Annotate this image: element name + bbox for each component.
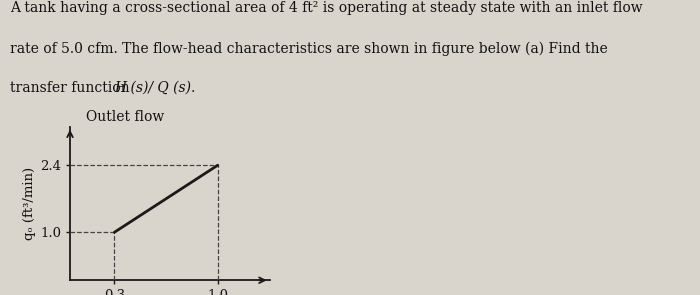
Text: A tank having a cross-sectional area of 4 ft² is operating at steady state with : A tank having a cross-sectional area of … xyxy=(10,1,643,15)
Y-axis label: qₒ (ft³/min): qₒ (ft³/min) xyxy=(23,167,36,240)
Text: rate of 5.0 cfm. The flow-head characteristics are shown in figure below (a) Fin: rate of 5.0 cfm. The flow-head character… xyxy=(10,41,608,56)
Text: transfer function: transfer function xyxy=(10,81,134,95)
Text: Outlet flow: Outlet flow xyxy=(86,110,164,124)
Text: H (s)/ Q (s).: H (s)/ Q (s). xyxy=(114,81,195,95)
